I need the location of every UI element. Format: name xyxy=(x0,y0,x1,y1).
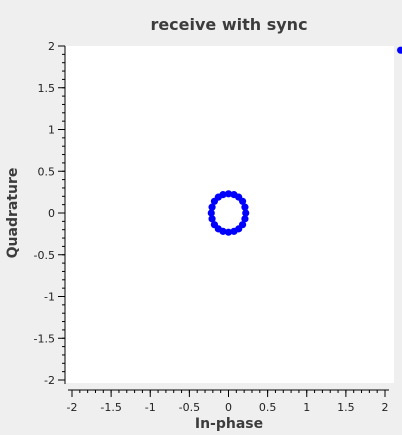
data-point xyxy=(210,197,219,205)
data-point xyxy=(219,227,227,235)
x-tick-label: 1 xyxy=(303,401,310,414)
x-tick-label: -0.5 xyxy=(179,401,200,414)
y-tick-label: 0.5 xyxy=(38,165,56,178)
x-axis: -2 -1.5 -1 -0.5 0 0.5 1 1.5 2 xyxy=(67,389,389,414)
x-tick-label: 0 xyxy=(225,401,232,414)
y-tick-label: 2 xyxy=(48,40,55,53)
x-tick-label: -1.5 xyxy=(100,401,121,414)
data-point xyxy=(241,203,249,211)
y-axis-label: Quadrature xyxy=(5,168,21,259)
y-axis: -2 -1.5 -1 -0.5 0 0.5 1 1.5 2 xyxy=(34,40,66,387)
y-tick-label: -1 xyxy=(44,291,55,304)
y-tick-label: 1 xyxy=(48,124,55,137)
data-point xyxy=(208,203,216,211)
data-point xyxy=(230,191,238,199)
x-tick-label: -2 xyxy=(67,401,78,414)
x-tick-label: -1 xyxy=(145,401,156,414)
data-points xyxy=(207,46,402,236)
data-point xyxy=(241,215,249,223)
x-tick-label: 1.5 xyxy=(337,401,355,414)
y-tick-label: -0.5 xyxy=(34,249,55,262)
y-tick-label: 0 xyxy=(48,207,55,220)
data-point xyxy=(207,209,215,217)
data-point xyxy=(224,228,233,236)
data-point xyxy=(208,215,216,223)
x-tick-label: 0.5 xyxy=(259,401,277,414)
data-point xyxy=(397,46,402,54)
y-tick-label: 1.5 xyxy=(38,82,56,95)
data-point xyxy=(224,190,233,198)
y-tick-label: -2 xyxy=(44,374,55,387)
y-tick-label: -1.5 xyxy=(34,332,55,345)
plot-area xyxy=(65,46,394,383)
x-axis-label: In-phase xyxy=(195,416,263,432)
data-point xyxy=(238,221,247,229)
data-point xyxy=(242,209,250,217)
x-tick-label: 2 xyxy=(382,401,389,414)
chart-title: receive with sync xyxy=(150,15,307,34)
